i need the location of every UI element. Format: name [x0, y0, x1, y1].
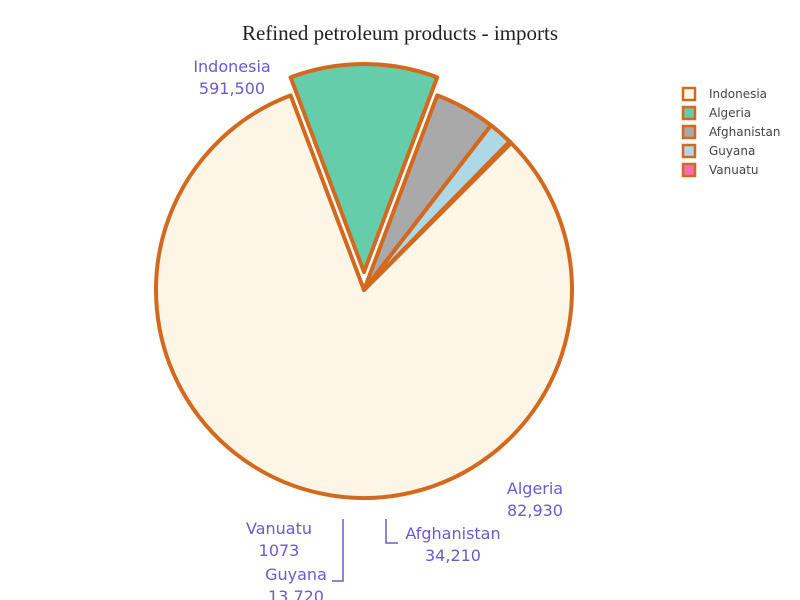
- legend-swatch: [681, 86, 697, 102]
- legend-swatch: [681, 143, 697, 159]
- legend-swatch: [681, 162, 697, 178]
- slice-label-name: Afghanistan: [405, 524, 500, 543]
- legend-label: Indonesia: [709, 87, 767, 101]
- slice-label-name: Guyana: [265, 565, 327, 584]
- leader-line-afghanistan: [385, 519, 398, 544]
- leader-line-guyana: [332, 519, 344, 582]
- slice-label-name: Vanuatu: [246, 519, 312, 538]
- legend-label: Afghanistan: [709, 125, 780, 139]
- slice-label-guyana: Guyana 13,720: [265, 565, 327, 600]
- pie-slice-algeria[interactable]: [288, 62, 440, 274]
- legend-item-vanuatu[interactable]: Vanuatu: [681, 162, 759, 178]
- slice-label-value: 13,720: [268, 587, 324, 600]
- slice-label-value: 1073: [259, 541, 300, 560]
- slice-label-algeria: Algeria 82,930: [507, 479, 563, 520]
- slice-labels: Indonesia 591,500 Algeria 82,930 Afghanistan…: [193, 57, 563, 600]
- pie-slice-vanuatu[interactable]: [362, 139, 514, 292]
- legend-item-guyana[interactable]: Guyana: [681, 143, 755, 159]
- chart-title: Refined petroleum products - imports: [242, 21, 558, 45]
- legend-label: Guyana: [709, 144, 755, 158]
- legend-item-afghanistan[interactable]: Afghanistan: [681, 124, 780, 140]
- pie-slices: [154, 62, 574, 500]
- slice-label-indonesia: Indonesia 591,500: [193, 57, 270, 98]
- slice-label-name: Algeria: [507, 479, 563, 498]
- slice-label-value: 591,500: [199, 79, 265, 98]
- legend-item-indonesia[interactable]: Indonesia: [681, 86, 767, 102]
- leader-lines: [332, 519, 398, 582]
- slice-label-value: 34,210: [425, 546, 481, 565]
- legend: Indonesia Algeria Afghanistan Guyana Vanuatu: [681, 86, 780, 178]
- legend-label: Vanuatu: [709, 163, 759, 177]
- legend-swatch: [681, 124, 697, 140]
- slice-label-afghanistan: Afghanistan 34,210: [405, 524, 500, 565]
- legend-label: Algeria: [709, 106, 751, 120]
- slice-label-value: 82,930: [507, 501, 563, 520]
- slice-label-vanuatu: Vanuatu 1073: [246, 519, 312, 560]
- legend-item-algeria[interactable]: Algeria: [681, 105, 751, 121]
- legend-swatch: [681, 105, 697, 121]
- slice-label-name: Indonesia: [193, 57, 270, 76]
- pie-slice-indonesia[interactable]: [154, 93, 574, 500]
